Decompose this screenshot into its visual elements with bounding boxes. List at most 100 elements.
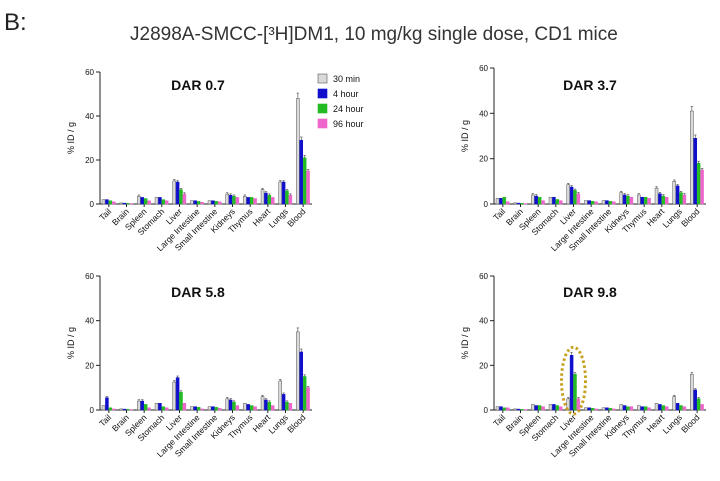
bar [154,197,159,205]
bar [573,374,577,411]
bar [682,406,687,411]
bar [264,192,268,205]
bar [158,197,162,205]
bar [154,403,159,411]
chart-title: DAR 9.8 [563,284,617,300]
bar [281,181,286,205]
bar [232,401,236,411]
bar [119,408,123,411]
bar [555,405,560,411]
bar [111,201,116,205]
bar [696,398,701,411]
bar [299,139,304,205]
bar [143,404,148,411]
y-tick-label: 0 [484,406,489,415]
bar [158,403,162,411]
bar [700,169,704,205]
y-tick-label: 0 [484,200,489,209]
bar [249,197,254,205]
bar [105,397,109,411]
bar [140,400,145,411]
bar [172,381,176,411]
bar [558,406,563,411]
bar [622,405,627,411]
bar [587,407,592,411]
bar [558,200,563,205]
bar [296,98,300,205]
legend-label: 4 hour [333,89,359,99]
bar [164,407,169,411]
category-label: Blood [285,412,308,435]
bar [531,404,535,411]
legend-swatch [317,118,328,129]
legend-swatch [317,88,328,99]
bar [693,138,698,205]
bar [200,201,204,205]
bar [495,198,500,205]
bar [629,196,634,205]
bar [643,196,648,205]
bar [541,200,545,205]
bar [285,401,289,411]
bar [664,196,669,205]
bar [520,409,524,411]
category-label: Lungs [266,206,289,229]
bar [584,407,588,411]
bar [675,185,680,205]
bar [505,407,510,411]
bar [105,199,109,205]
bar [608,407,613,411]
bar [196,201,201,205]
bar [608,201,613,205]
bar [101,405,106,411]
y-tick-label: 60 [85,272,94,281]
bar [584,200,588,205]
bar [626,406,630,411]
bar [143,198,148,205]
bar [619,404,623,411]
bar [207,200,212,205]
category-label: Lungs [660,412,683,435]
bar [611,408,616,411]
bar [190,200,194,205]
bar [260,189,265,205]
bar [516,408,521,411]
bar [288,403,293,411]
bar [253,406,257,411]
bar [217,407,222,411]
bar [235,197,240,205]
category-label: Lungs [266,412,289,435]
bar [548,404,553,411]
bar [637,194,641,205]
y-tick-label: 60 [479,64,488,73]
bar [214,407,219,411]
bar [101,199,106,205]
bar [590,201,595,205]
bar [126,409,130,411]
bar [601,200,606,205]
y-tick-label: 20 [85,361,94,370]
chart-title: DAR 3.7 [563,77,617,93]
bar [243,196,247,205]
category-label: Lungs [660,206,683,229]
y-tick-label: 40 [479,109,488,118]
category-label: Blood [679,412,702,435]
bar [647,407,651,411]
y-tick-label: 20 [479,361,488,370]
bar [281,394,286,411]
bar [193,406,198,411]
bar [499,198,503,205]
bar [566,184,570,205]
bar [306,170,310,205]
bar [108,200,113,205]
bar [147,407,151,411]
bar [502,407,507,411]
bar [675,403,680,411]
category-label: Blood [679,206,702,229]
bar [661,195,666,205]
bar [541,406,545,411]
bar [548,196,553,205]
